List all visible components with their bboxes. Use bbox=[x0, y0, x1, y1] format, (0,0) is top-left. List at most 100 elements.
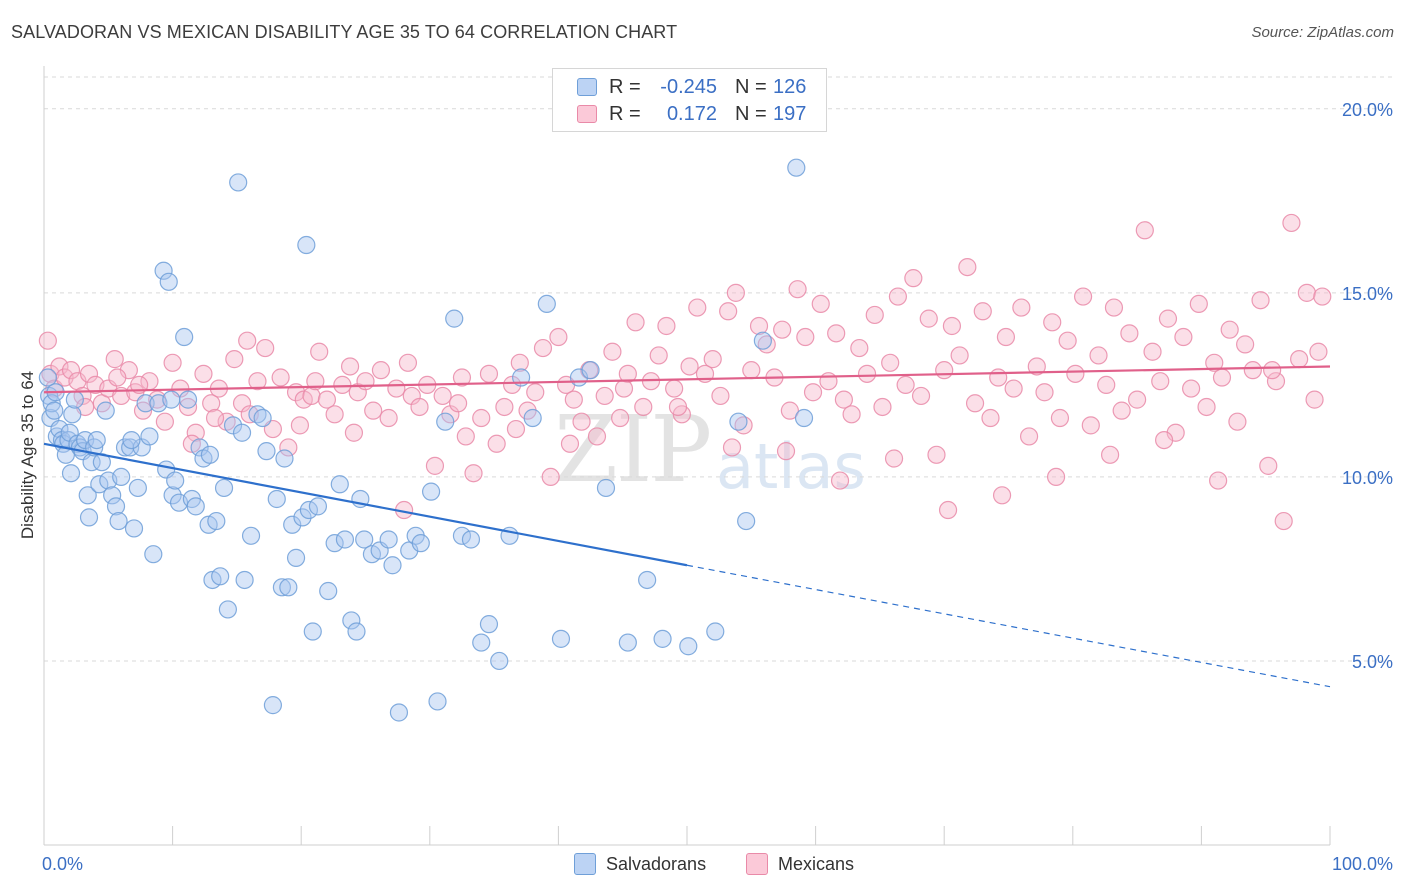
mexican-point bbox=[1251, 291, 1270, 310]
mexican-point bbox=[703, 350, 722, 369]
mexican-point bbox=[1274, 511, 1293, 531]
mexican-point bbox=[186, 423, 205, 442]
mexican-point bbox=[133, 401, 153, 420]
mexican-point bbox=[61, 361, 81, 380]
mexican-point bbox=[1297, 283, 1316, 302]
mexican-point bbox=[1189, 294, 1208, 313]
mexican-point bbox=[1155, 430, 1174, 450]
mexican-point bbox=[487, 434, 506, 453]
mexican-point bbox=[50, 357, 69, 376]
mexican-point bbox=[1282, 213, 1301, 233]
mexican-point bbox=[387, 379, 406, 398]
salvadoran-point bbox=[472, 633, 491, 652]
mexican-point bbox=[850, 338, 869, 358]
salvadoran-point bbox=[109, 511, 128, 531]
mexican-point bbox=[919, 309, 938, 328]
mexican-point bbox=[973, 302, 992, 321]
mexican-point bbox=[340, 357, 360, 376]
salvadoran-point bbox=[581, 361, 600, 380]
mexican-point bbox=[333, 375, 352, 394]
mexican-point bbox=[776, 442, 796, 461]
mexican-point bbox=[1143, 342, 1162, 361]
salvadoran-point bbox=[65, 390, 84, 409]
mexican-point bbox=[1263, 361, 1282, 380]
salvadoran-point bbox=[551, 629, 571, 648]
salvadoran-point bbox=[537, 294, 556, 313]
salvadoran-point bbox=[279, 578, 298, 597]
trend-layer bbox=[43, 365, 1331, 688]
mexican-point bbox=[533, 338, 553, 358]
legend-item-salvadorans[interactable]: Salvadorans bbox=[574, 852, 706, 876]
mexican-point bbox=[1100, 445, 1120, 464]
mexican-point bbox=[371, 361, 391, 380]
salvadoran-point bbox=[159, 272, 178, 291]
mexican-point bbox=[1112, 401, 1131, 420]
mexican-point bbox=[105, 350, 124, 369]
salvadoran-point bbox=[166, 471, 185, 490]
mexican-point bbox=[857, 364, 877, 383]
salvadoran-point bbox=[335, 530, 355, 549]
mexican-point bbox=[634, 397, 653, 417]
salvadoran-point bbox=[38, 368, 57, 387]
mexican-point bbox=[178, 397, 198, 417]
mexican-point bbox=[1212, 368, 1232, 387]
salvadoran-point bbox=[330, 475, 349, 494]
salvadoran-point bbox=[293, 508, 312, 527]
salvadoran-point bbox=[253, 408, 272, 428]
salvadoran-point bbox=[308, 497, 328, 516]
salvadoran-point bbox=[42, 394, 61, 413]
mexican-point bbox=[479, 364, 499, 383]
salvadoran-point bbox=[79, 508, 99, 527]
salvadoran-point bbox=[96, 401, 115, 420]
mexican-point bbox=[1127, 390, 1147, 409]
mexican-point bbox=[1309, 342, 1328, 361]
mexican-point bbox=[155, 412, 174, 431]
mexican-point bbox=[881, 353, 900, 372]
mexican-point bbox=[472, 408, 491, 428]
mexican-point bbox=[992, 486, 1012, 505]
salvadorans-swatch bbox=[577, 78, 597, 96]
x-tick-label: 0.0% bbox=[42, 854, 83, 874]
salvadoran-point bbox=[794, 408, 814, 428]
salvadoran-point bbox=[706, 622, 725, 641]
r-label: R = bbox=[609, 75, 641, 98]
mexican-point bbox=[1012, 298, 1031, 317]
salvadoran-point bbox=[78, 486, 97, 505]
mexican-point bbox=[1151, 372, 1170, 391]
mexican-point bbox=[595, 386, 614, 406]
salvadoran-point bbox=[272, 578, 292, 597]
mexican-point bbox=[256, 338, 275, 358]
mexican-point bbox=[202, 394, 221, 413]
n-label: N = bbox=[735, 75, 767, 98]
salvadoran-point bbox=[383, 556, 402, 575]
mexican-point bbox=[290, 416, 310, 435]
mexican-point bbox=[225, 350, 244, 369]
salvadoran-point bbox=[299, 500, 319, 520]
mexican-point bbox=[452, 368, 472, 387]
salvadoran-point bbox=[421, 482, 441, 501]
mexican-point bbox=[927, 445, 946, 464]
mexican-point bbox=[773, 320, 792, 339]
mexican-point bbox=[271, 368, 290, 387]
salvadoran-point bbox=[461, 530, 481, 549]
salvadoran-point bbox=[379, 530, 398, 549]
salvadoran-point bbox=[342, 611, 361, 630]
mexican-point bbox=[587, 427, 607, 446]
legend-row-salvadorans: R = -0.245 N = 126 bbox=[577, 76, 806, 98]
mexican-point bbox=[657, 316, 676, 336]
salvadoran-point bbox=[103, 486, 122, 505]
legend-row-mexicans: R = 0.172 N = 197 bbox=[577, 103, 806, 125]
salvadoran-point bbox=[163, 486, 182, 505]
mexican-point bbox=[896, 375, 915, 394]
mexican-point bbox=[495, 397, 514, 417]
mexicans-legend-swatch bbox=[746, 853, 768, 875]
mexican-point bbox=[1182, 379, 1201, 398]
legend-item-mexicans[interactable]: Mexicans bbox=[746, 852, 854, 876]
mexican-point bbox=[938, 500, 958, 520]
salvadoran-point bbox=[428, 692, 447, 711]
mexican-point bbox=[238, 331, 257, 350]
mexican-point bbox=[425, 456, 445, 475]
salvadoran-point bbox=[263, 696, 283, 715]
salvadoran-point bbox=[112, 467, 131, 487]
